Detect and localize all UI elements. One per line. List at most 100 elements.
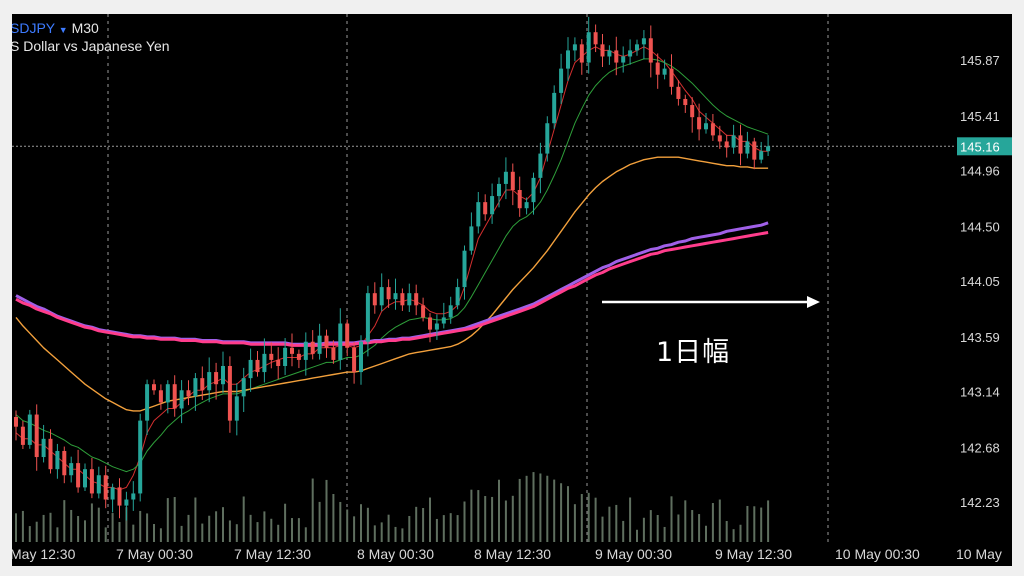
candle (662, 59, 667, 80)
candle (731, 124, 736, 154)
candle-body (207, 372, 212, 391)
volume-bar (429, 497, 431, 542)
y-tick-label: 144.05 (960, 274, 1000, 289)
candle-body (69, 463, 74, 476)
candle (124, 491, 129, 521)
candle (248, 348, 253, 392)
candle (269, 342, 274, 369)
volume-bar (711, 503, 714, 542)
volume-bar (636, 529, 638, 542)
candle (414, 284, 419, 316)
y-tick-label: 143.59 (960, 330, 1000, 345)
volume-bar (153, 524, 155, 542)
candle (724, 134, 729, 158)
candle (400, 288, 405, 311)
candle-body (345, 323, 350, 348)
volume-bar (463, 501, 466, 542)
volume-bar (56, 527, 59, 542)
candle (207, 357, 212, 403)
volume-bar (394, 526, 397, 542)
candle-body (27, 414, 32, 445)
volume-bar (270, 518, 273, 542)
candle (186, 380, 191, 406)
candle (255, 350, 260, 377)
volume-bar (546, 475, 549, 542)
candle-body (379, 287, 384, 306)
annotation-label: 1日幅 (656, 337, 731, 368)
candle (621, 46, 626, 73)
candle (510, 163, 515, 206)
candle (393, 278, 398, 310)
candle (483, 194, 488, 221)
volume-bar (208, 515, 211, 542)
candle-body (214, 372, 219, 385)
symbol-name[interactable]: SDJPY (12, 20, 55, 36)
volume-bar (201, 523, 204, 542)
price-chart[interactable]: 142.23 142.68 143.14 143.59 144.05 144.50 144.… (12, 14, 1012, 566)
volume-bar (601, 516, 604, 542)
moving-averages (15, 46, 769, 491)
candle-body (455, 287, 460, 306)
volume-bar (380, 522, 383, 542)
candle-body (200, 378, 205, 391)
candle-body (34, 414, 39, 458)
volume-bar (608, 506, 611, 542)
candle-body (255, 359, 260, 373)
candle-body (441, 317, 446, 324)
volume-bar (560, 483, 563, 542)
timeframe-label: M30 (71, 20, 99, 36)
candle-body (676, 86, 681, 99)
candle (227, 356, 232, 433)
volume-bar (746, 505, 749, 542)
volume-bar (760, 507, 763, 542)
candle-body (579, 44, 584, 63)
volume-bar (90, 503, 93, 542)
symbol-dropdown-icon[interactable]: ▼ (58, 25, 68, 35)
volume-bar (139, 510, 142, 542)
candle (586, 16, 591, 74)
candle-body (641, 38, 646, 45)
candle-body (648, 38, 653, 63)
candle (766, 135, 771, 157)
candle (717, 125, 722, 149)
candle-body (669, 68, 674, 87)
y-tick-label: 142.68 (960, 440, 1000, 455)
candle (476, 191, 481, 234)
candle-body (724, 141, 729, 148)
candle (490, 183, 495, 224)
candle-body (290, 347, 294, 354)
candle-body (186, 390, 191, 397)
candle (545, 116, 550, 162)
symbol-header[interactable]: SDJPY ▼ M30 (12, 20, 99, 36)
volume-bar (739, 524, 742, 542)
candlesticks (14, 16, 771, 521)
candle-body (145, 384, 150, 421)
volume-bar (311, 478, 314, 542)
candle-body (469, 226, 474, 251)
chart-screen[interactable]: 142.23 142.68 143.14 143.59 144.05 144.50 144.… (12, 14, 1012, 566)
annotation-arrow (602, 296, 820, 308)
y-tick-label: 145.87 (960, 53, 1000, 68)
candle (428, 313, 432, 343)
candle (697, 103, 702, 141)
candle (34, 404, 39, 471)
candle-body (524, 202, 529, 209)
y-tick-label: 143.14 (960, 384, 1000, 399)
candle-body (352, 347, 357, 373)
candle-body (172, 384, 177, 409)
candle-body (683, 98, 688, 106)
candle (359, 335, 363, 385)
candle (158, 384, 163, 410)
symbol-description: S Dollar vs Japanese Yen (12, 38, 170, 54)
volume-bar (615, 504, 618, 542)
candle-body (428, 317, 432, 330)
candle-body (138, 420, 143, 494)
current-price-badge (957, 137, 1012, 156)
volume-bar (353, 516, 356, 542)
volume-bar (656, 515, 659, 542)
volume-bar (118, 522, 121, 542)
volume-bar (698, 514, 701, 542)
volume-bars (15, 472, 770, 542)
candle-body (241, 378, 246, 397)
candle-body (621, 56, 626, 63)
